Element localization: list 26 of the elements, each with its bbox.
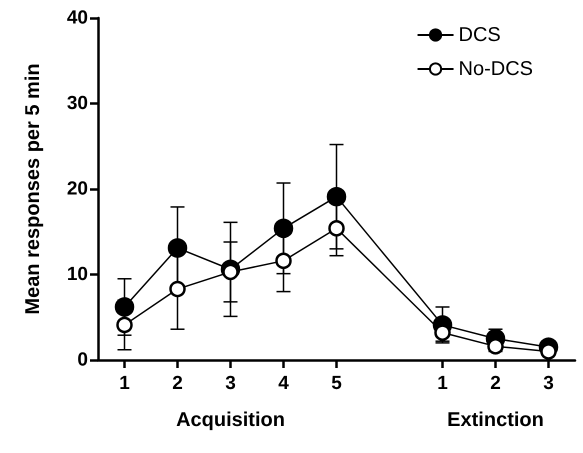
point xyxy=(114,297,134,317)
x-tick-label: 2 xyxy=(490,373,501,394)
point xyxy=(326,186,346,206)
y-tick-label: 10 xyxy=(66,264,88,285)
point xyxy=(275,252,292,270)
y-tick-label: 0 xyxy=(77,350,88,370)
x-tick-label: 1 xyxy=(437,373,448,394)
x-tick-label: 4 xyxy=(278,373,290,394)
y-tick-label: 40 xyxy=(66,8,88,28)
point xyxy=(274,218,294,238)
text: Acquisition xyxy=(176,409,285,431)
x-tick-label: 3 xyxy=(543,373,554,394)
point xyxy=(116,316,133,334)
y-tick-label: 20 xyxy=(66,178,88,200)
x-tick-label: 3 xyxy=(225,373,236,394)
y-tick-label: 30 xyxy=(66,93,88,114)
x-tick-label: 5 xyxy=(331,373,342,394)
x-tick-label: 1 xyxy=(119,373,130,394)
point xyxy=(328,220,345,237)
legend-label: DCS xyxy=(458,24,501,46)
x-tick-label: 2 xyxy=(172,373,183,394)
point xyxy=(169,280,186,298)
point xyxy=(168,238,188,258)
y-axis-title: Mean responses per 5 min xyxy=(22,63,44,315)
text: Extinction xyxy=(447,409,544,431)
legend-label: No-DCS xyxy=(458,58,533,80)
